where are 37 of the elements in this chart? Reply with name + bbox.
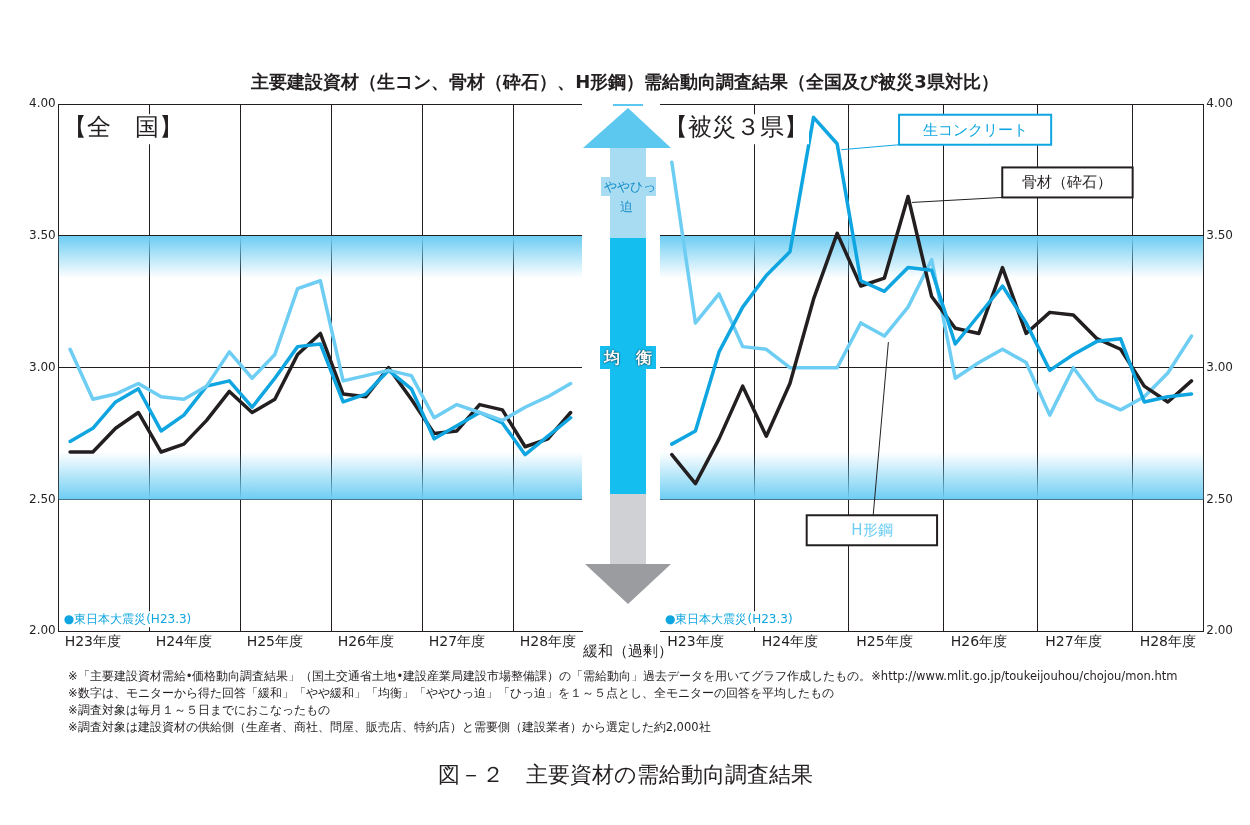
x-tick-label: H26年度 <box>337 633 395 650</box>
text: ※数字は、モニターから得た回答「緩和」「やや緩和」「均衡」「ややひっ迫」「ひっ迫」を１～５点とし、全モニターの回答を平均したもの <box>68 685 835 702</box>
chart-subtitle: 【被災３県】 <box>664 113 808 142</box>
text: 均 衡 <box>600 346 656 369</box>
annotation: ●東日本大震災(H23.3) <box>63 612 192 627</box>
text: ※調査対象は毎月１～５日までにおこなったもの <box>68 702 331 719</box>
y-tick-label: 3.50 <box>29 228 56 243</box>
y-tick-label: 4.00 <box>29 96 56 111</box>
x-tick-label: H28年度 <box>1139 633 1197 650</box>
x-tick-label: H24年度 <box>155 633 213 650</box>
text: 図－２ 主要資材の需給動向調査結果 <box>436 761 814 789</box>
x-tick-label: H27年度 <box>1045 633 1102 650</box>
y-tick-label: 3.00 <box>29 359 56 374</box>
chart-subtitle: 【全 国】 <box>62 113 183 142</box>
x-tick-label: H23年度 <box>667 633 724 650</box>
text: 骨材（砕石） <box>1022 173 1113 192</box>
y2-tick-label: 4.00 <box>1206 96 1233 111</box>
text: 主要建設資材（生コン、骨材（砕石）、H形鋼）需給動向調査結果（全国及び被災3県対比） <box>250 70 1000 94</box>
x-tick-label: H25年度 <box>856 633 913 650</box>
annotation: ●東日本大震災(H23.3) <box>665 612 793 627</box>
x-tick-label: H27年度 <box>428 633 486 650</box>
text: ※「主要建設資材需給•価格動向調査結果」（国土交通省土地•建設産業局建設市場整備課）の「需給動向」過去データを用いてグラフ作成したもの。※http://www.mlit.go.jp/toukeijouhou/chojou/mon.htm <box>68 668 1178 685</box>
y-tick-label: 2.50 <box>29 491 56 506</box>
y2-tick-label: 2.00 <box>1206 623 1233 638</box>
x-tick-label: H28年度 <box>519 633 577 650</box>
text: ※調査対象は建設資材の供給側（生産者、商社、問屋、販売店、特約店）と需要側（建設業者）から選定した約2,000社 <box>68 719 712 736</box>
x-tick-label: H25年度 <box>246 633 304 650</box>
y-tick-label: 2.00 <box>29 623 56 638</box>
text: 生コンクリート <box>922 120 1028 139</box>
text: ややひっ迫 <box>600 177 656 216</box>
x-tick-label: H23年度 <box>64 633 122 650</box>
x-tick-label: H26年度 <box>950 633 1008 650</box>
text: H形鋼 <box>851 521 893 540</box>
x-tick-label: H24年度 <box>761 633 819 650</box>
y2-tick-label: 3.00 <box>1206 359 1233 374</box>
y2-tick-label: 2.50 <box>1206 491 1233 506</box>
y2-tick-label: 3.50 <box>1206 228 1233 243</box>
